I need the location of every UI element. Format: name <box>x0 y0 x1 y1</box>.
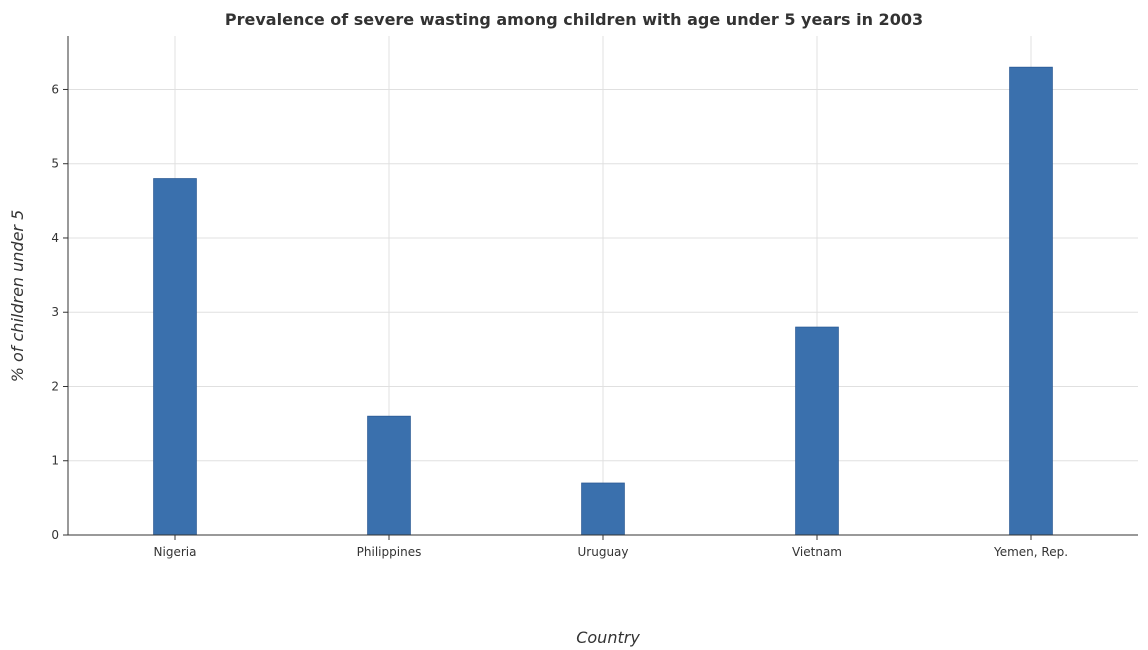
bar <box>581 482 625 536</box>
x-axis-label: Country <box>576 628 640 647</box>
y-tick-label: 6 <box>51 82 59 96</box>
y-tick-label: 1 <box>51 454 59 468</box>
y-tick-labels: 0 1 2 3 4 5 6 <box>51 82 59 542</box>
y-tick-label: 3 <box>51 305 59 319</box>
y-tick-label: 2 <box>51 379 59 393</box>
bar <box>367 415 411 536</box>
bar <box>795 326 839 536</box>
x-tick-label: Vietnam <box>792 545 842 559</box>
bar <box>153 178 197 536</box>
x-tick-label: Yemen, Rep. <box>993 545 1068 559</box>
y-tick-label: 4 <box>51 231 59 245</box>
x-tick-label: Nigeria <box>154 545 197 559</box>
gridlines <box>68 36 1138 536</box>
y-tick-label: 0 <box>51 528 59 542</box>
y-axis-label: % of children under 5 <box>8 210 27 383</box>
x-tick-label: Philippines <box>357 545 422 559</box>
chart-title: Prevalence of severe wasting among child… <box>225 10 923 29</box>
bars <box>153 66 1053 536</box>
bar <box>1009 66 1053 536</box>
y-tick-label: 5 <box>51 157 59 171</box>
axes <box>63 36 1138 540</box>
x-tick-labels: Nigeria Philippines Uruguay Vietnam Yemen, R… <box>154 545 1068 559</box>
x-tick-label: Uruguay <box>578 545 629 559</box>
